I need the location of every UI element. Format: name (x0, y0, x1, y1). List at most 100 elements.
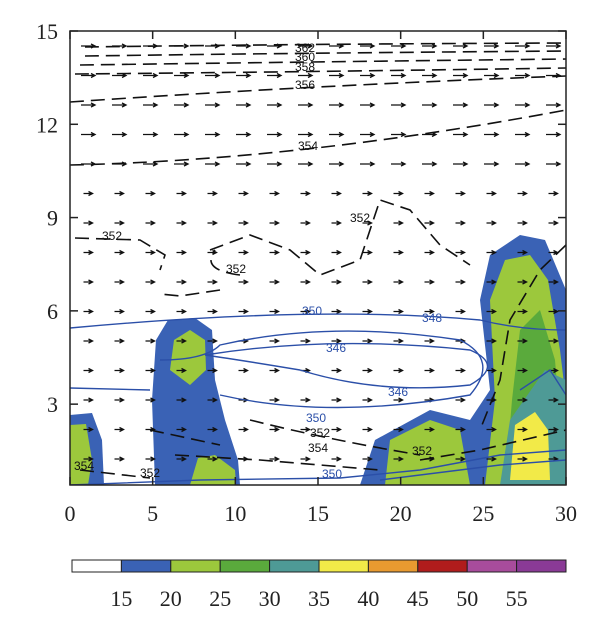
wind-vector (236, 72, 252, 79)
wind-vector (486, 456, 497, 462)
wind-vector (236, 161, 252, 167)
wind-vector (143, 72, 159, 79)
wind-vector (486, 249, 497, 256)
contour-line (74, 198, 471, 297)
wind-vector (207, 456, 218, 462)
wind-vector (391, 43, 407, 49)
wind-vector (145, 220, 156, 226)
wind-vector (269, 249, 280, 256)
y-tick-label: 9 (47, 206, 58, 231)
wind-vector (455, 190, 466, 197)
colorbar-swatch (466, 559, 518, 573)
contour-label: 358 (295, 60, 315, 74)
wind-vector (455, 220, 466, 226)
wind-vector (238, 249, 249, 256)
contour-label: 352 (350, 211, 370, 225)
wind-vector (455, 308, 466, 315)
wind-vector (515, 72, 531, 79)
wind-vector (143, 131, 159, 138)
colorbar-label: 15 (110, 586, 132, 611)
wind-vector (176, 456, 187, 462)
wind-vector (83, 220, 94, 226)
wind-vector (546, 102, 562, 108)
wind-vector (145, 279, 156, 285)
wind-vector (362, 220, 373, 226)
wind-vector (145, 249, 156, 256)
wind-vector (145, 190, 156, 197)
colorbar-label: 55 (506, 586, 528, 611)
wind-vector (331, 338, 342, 344)
wind-vector (114, 367, 125, 374)
wind-vector (174, 72, 190, 79)
wind-vector (145, 456, 156, 462)
wind-vector (515, 102, 531, 108)
wind-vector (362, 308, 373, 315)
wind-vector (517, 456, 528, 462)
wind-vector (393, 308, 404, 315)
contour-line (79, 58, 566, 66)
wind-vector (424, 367, 435, 374)
wind-vector (114, 249, 125, 256)
wind-vector (548, 190, 559, 197)
wind-vector (238, 190, 249, 197)
wind-vector (453, 43, 469, 49)
wind-vector (236, 102, 252, 108)
wind-vector (391, 161, 407, 167)
wind-vector (83, 367, 94, 374)
wind-vector (83, 426, 94, 433)
wind-vector (393, 190, 404, 197)
wind-vector (174, 131, 190, 138)
wind-vector (360, 72, 376, 79)
contour-label: 354 (74, 459, 94, 473)
contour-label: 352 (140, 466, 160, 480)
wind-vector (145, 308, 156, 315)
colorbar-label: 40 (357, 586, 379, 611)
wind-vector (207, 397, 218, 403)
wind-vector (329, 102, 345, 108)
wind-vector (81, 72, 97, 79)
wind-vector (205, 72, 221, 79)
wind-vector (145, 367, 156, 374)
colorbar-swatch (170, 559, 221, 573)
wind-vector (424, 249, 435, 256)
wind-vector (114, 397, 125, 403)
contour-line (70, 449, 566, 485)
wind-vector (112, 102, 128, 108)
wind-vector (484, 43, 500, 49)
wind-vector (517, 190, 528, 197)
wind-vector (238, 220, 249, 226)
contour-line (519, 369, 566, 396)
wind-vector (484, 161, 500, 167)
contour-label: 346 (388, 385, 408, 399)
x-tick-label: 30 (555, 501, 577, 526)
x-tick-label: 20 (390, 501, 412, 526)
wind-vector (300, 279, 311, 285)
wind-vector (238, 367, 249, 374)
wind-vector (207, 426, 218, 433)
contour-line (70, 109, 566, 166)
colorbar-label: 20 (160, 586, 182, 611)
shade (70, 424, 92, 485)
wind-vector (205, 161, 221, 167)
wind-vector (176, 367, 187, 374)
wind-vector (114, 190, 125, 197)
colorbar-label: 25 (209, 586, 231, 611)
wind-vector (267, 102, 283, 108)
wind-vector (455, 367, 466, 374)
wind-vector (455, 249, 466, 256)
contour-lines (70, 42, 566, 485)
wind-vector (424, 220, 435, 226)
wind-vector (174, 161, 190, 167)
contour-line (84, 50, 566, 57)
wind-vector (207, 338, 218, 344)
wind-vector (269, 456, 280, 462)
wind-vector (331, 367, 342, 374)
wind-vector (81, 131, 97, 138)
wind-vector (269, 190, 280, 197)
wind-vector (207, 279, 218, 285)
wind-vector (362, 397, 373, 403)
wind-vector (548, 220, 559, 226)
contour-label: 348 (422, 311, 442, 325)
wind-vector (112, 131, 128, 138)
contour-line (79, 419, 566, 479)
